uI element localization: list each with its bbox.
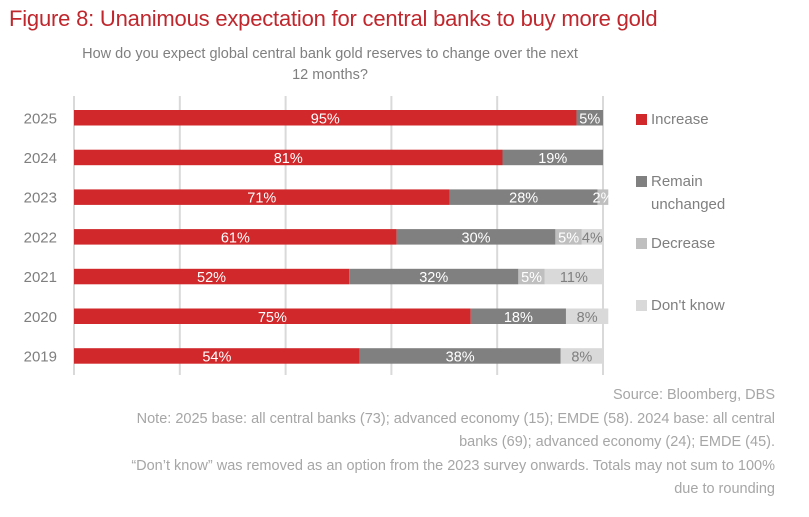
bar-segment [74,348,360,364]
bar-segment [565,308,609,324]
bar-segment [74,268,350,285]
data-label: 19% [538,151,567,167]
bar-segment [359,348,561,364]
bar-segment [74,189,450,205]
data-label: 71% [247,191,276,207]
data-label: 61% [221,230,250,246]
chart-footer: Source: Bloomberg, DBS Note: 2025 base: … [15,384,775,502]
chart-subtitle: How do you expect global central bank go… [60,44,600,86]
note-line-2: banks (69); advanced economy (24); EMDE … [459,434,775,450]
bar-segment [555,229,582,245]
figure-title: Figure 8: Unanimous expectation for cent… [9,6,658,31]
data-label: 5% [521,270,542,286]
legend-label-remain-unchanged: Remain unchanged [651,173,726,213]
chart-subtitle-line2: 12 months? [292,67,368,83]
bar-segment [518,268,545,285]
data-label: 32% [419,270,448,286]
data-label: 8% [577,310,598,326]
bar-segment [74,110,577,126]
data-label: 4% [582,230,603,246]
y-tick-label: 2022 [24,229,57,246]
note-line-3: “Don’t know” was removed as an option fr… [131,457,775,474]
data-label: 5% [558,230,579,246]
y-tick-label: 2020 [24,309,57,326]
legend-swatch-decrease [636,238,647,249]
y-tick-label: 2024 [24,150,57,167]
note-line-1: Note: 2025 base: all central banks (73);… [136,410,775,427]
data-label: 54% [202,349,231,365]
data-label: 18% [504,310,533,326]
data-label: 38% [446,349,475,365]
bar-segment [470,308,566,324]
chart-subtitle-line1: How do you expect global central bank go… [82,46,578,62]
bar-segment [396,229,556,245]
data-label: 11% [560,270,588,286]
bar-segment [74,229,397,245]
bar-segment [449,189,598,205]
data-label: 52% [197,270,226,286]
bar-segment [597,189,609,205]
legend-swatch-remain-unchanged [636,176,647,187]
y-tick-label: 2023 [24,190,57,207]
data-label: 95% [311,111,340,127]
data-label: 30% [462,230,491,246]
data-label: 5% [579,111,600,127]
legend-label-dont-know: Don't know [651,297,725,314]
data-label: 2% [593,191,614,207]
y-tick-label: 2025 [24,110,57,127]
data-label: 8% [571,349,592,365]
note-line-4: due to rounding [674,481,775,497]
bar-segment [581,229,603,245]
y-tick-label: 2019 [24,348,57,365]
legend-label-decrease: Decrease [651,235,716,252]
bar-segment [349,268,519,285]
bar-segment [502,149,603,166]
legend-swatch-increase [636,114,647,125]
y-tick-label: 2021 [24,269,57,286]
bar-segment [576,110,603,126]
data-label: 28% [509,191,538,207]
bar-segment [560,348,603,364]
legend-label-increase: Increase [651,111,709,128]
bar-segment [74,149,503,166]
bar-segment [74,308,471,324]
data-label: 75% [258,310,287,326]
data-label: 81% [274,151,303,167]
bar-segment [544,268,603,285]
legend-swatch-dont-know [636,300,647,311]
source-note: Source: Bloomberg, DBS [613,387,775,403]
